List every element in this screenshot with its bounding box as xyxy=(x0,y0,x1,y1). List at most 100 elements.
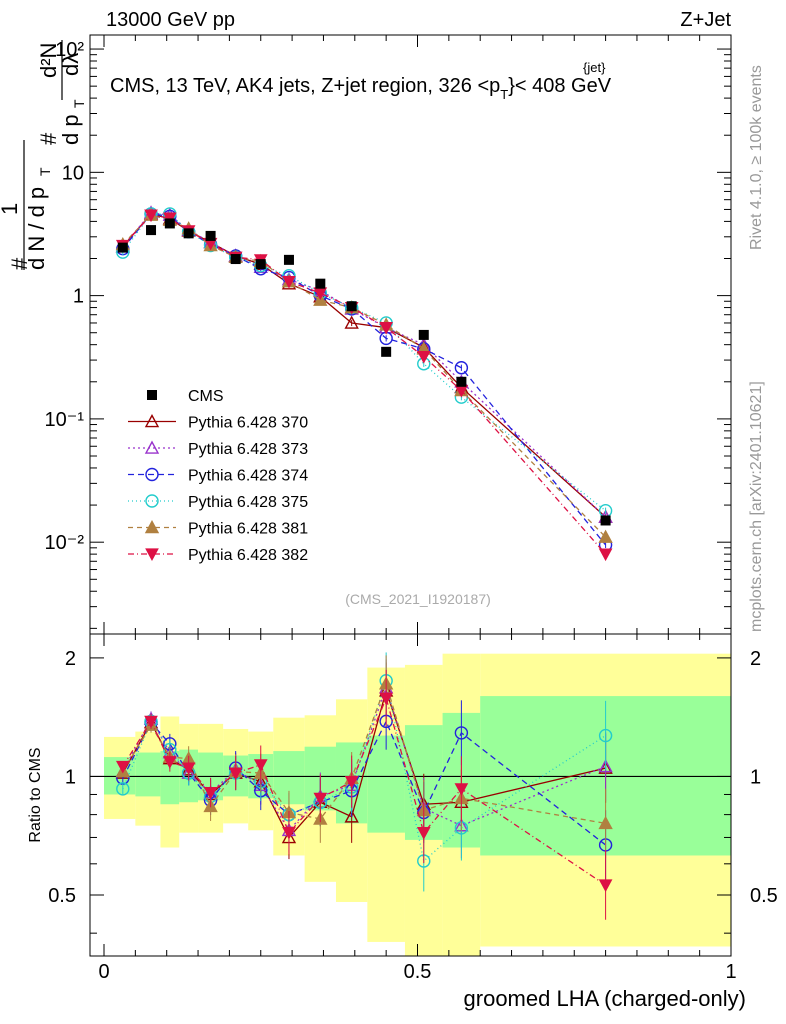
legend-label: Pythia 6.428 373 xyxy=(188,441,308,458)
top-ylabel: # 1 d N / d p T # d p T dλ d²N xyxy=(0,40,87,270)
ratio-line-p375 xyxy=(122,678,606,863)
point-CMS xyxy=(418,329,429,340)
source-label: mcplots.cern.ch [arXiv:2401.10621] xyxy=(748,381,765,632)
ratio-point-p375 xyxy=(598,728,613,743)
legend-marker-p374 xyxy=(145,467,159,482)
point-CMS xyxy=(205,230,216,241)
ratio-point-p382 xyxy=(181,762,196,776)
ratio-ylabel: Ratio to CMS xyxy=(27,747,44,842)
legend-marker-p373 xyxy=(144,440,160,454)
ratio-point-p382 xyxy=(416,827,431,840)
ratio-y-tick-label-right: 0.5 xyxy=(750,885,778,907)
plot-title: CMS, 13 TeV, AK4 jets, Z+jet region, 326… xyxy=(110,75,612,102)
ylabel-hash-2: # xyxy=(36,132,61,145)
legend-label: Pythia 6.428 382 xyxy=(188,547,308,564)
legend-label: Pythia 6.428 375 xyxy=(188,494,308,511)
x-tick-label: 1 xyxy=(725,961,736,983)
ylabel-hash-1: # xyxy=(7,257,32,270)
top-y-tick-label: 1 xyxy=(73,286,84,308)
point-p381 xyxy=(598,529,613,543)
x-axis-label: groomed LHA (charged-only) xyxy=(464,986,746,1011)
point-CMS xyxy=(283,254,294,265)
top-series-layer xyxy=(115,205,613,562)
bottom-frame xyxy=(89,633,732,957)
ratio-y-tick-label-left: 0.5 xyxy=(48,885,76,907)
ylabel-dlambda: dλ xyxy=(58,53,83,76)
legend-marker-p375 xyxy=(145,494,159,508)
ylabel-one: 1 xyxy=(0,203,22,215)
ratio-point-p382 xyxy=(253,759,268,772)
ratio-point-p382 xyxy=(282,827,296,840)
ratio-point-p382 xyxy=(598,879,613,893)
legend-label: Pythia 6.428 381 xyxy=(188,521,308,538)
ylabel-dn-dpt: d N / d p xyxy=(24,187,49,270)
point-CMS xyxy=(230,254,241,265)
rivet-version-label: Rivet 4.1.0, ≥ 100k events xyxy=(748,65,765,250)
ratio-y-tick-label-right: 2 xyxy=(750,648,761,670)
point-CMS xyxy=(456,376,467,387)
ratio-uncertainty-bands xyxy=(104,653,731,956)
ratio-point-p382 xyxy=(454,783,469,796)
x-tick-label: 0.5 xyxy=(404,961,432,983)
ratio-point-p375 xyxy=(116,782,130,796)
point-p382 xyxy=(379,322,393,335)
point-CMS xyxy=(164,218,175,229)
title-subscript: T xyxy=(500,87,508,102)
bottom-series-layer xyxy=(115,652,613,920)
point-CMS xyxy=(183,228,194,239)
point-p382 xyxy=(144,209,158,223)
ratio-point-p370 xyxy=(344,809,359,823)
ratio-point-p382 xyxy=(344,776,359,789)
top-y-tick-label: 10⁻² xyxy=(45,532,85,554)
legend-label: Pythia 6.428 374 xyxy=(188,468,308,485)
ratio-line-p374 xyxy=(122,719,606,846)
ratio-point-p373 xyxy=(598,759,613,773)
legend-marker-p381 xyxy=(144,520,160,534)
header-process: Z+Jet xyxy=(680,9,731,31)
ratio-point-p382 xyxy=(162,756,177,769)
legend: CMS Pythia 6.428 370 Pythia 6.428 373 Pythi… xyxy=(128,388,308,564)
legend-marker-CMS xyxy=(147,390,157,400)
header-energy: 13000 GeV pp xyxy=(106,9,235,31)
point-p382 xyxy=(282,275,296,289)
x-tick-label: 0 xyxy=(98,961,109,983)
top-y-tick-label: 10 xyxy=(62,162,84,184)
ratio-point-p382 xyxy=(115,760,130,774)
point-CMS xyxy=(600,515,611,526)
point-CMS xyxy=(346,301,357,312)
ratio-point-p382 xyxy=(203,786,218,800)
point-p370 xyxy=(344,315,359,329)
point-CMS xyxy=(381,346,392,357)
series-line-p375 xyxy=(122,213,607,512)
point-CMS xyxy=(315,278,326,289)
ratio-point-p382 xyxy=(313,792,328,806)
ylabel-t-sub-2: T xyxy=(71,99,87,108)
ratio-point-p374 xyxy=(454,726,469,740)
ratio-point-p382 xyxy=(379,692,393,706)
legend-marker-p370 xyxy=(144,414,160,428)
legend-marker-p382 xyxy=(145,548,159,562)
inner-uncertainty-band xyxy=(367,735,405,833)
ratio-y-tick-label-right: 1 xyxy=(750,766,761,788)
series-line-p374 xyxy=(122,213,607,546)
top-y-tick-label: 10⁻¹ xyxy=(45,409,85,431)
analysis-watermark: (CMS_2021_I1920187) xyxy=(345,591,491,607)
point-CMS xyxy=(146,225,157,236)
point-p382 xyxy=(416,351,431,364)
ratio-point-p382 xyxy=(228,767,243,781)
point-p382 xyxy=(598,548,613,562)
point-CMS xyxy=(117,242,128,253)
point-p374 xyxy=(454,361,469,375)
ylabel-t-sub-1: T xyxy=(37,167,53,176)
top-frame xyxy=(89,34,732,635)
title-end: }< 408 GeV xyxy=(508,75,612,97)
inner-uncertainty-band xyxy=(135,752,161,797)
legend-label: CMS xyxy=(188,388,224,405)
series-line-p381 xyxy=(122,214,607,538)
ratio-line-p373 xyxy=(122,685,606,832)
ylabel-dpt: d p xyxy=(58,114,83,145)
ratio-point-p382 xyxy=(144,715,158,729)
ratio-y-tick-label-left: 2 xyxy=(65,648,76,670)
